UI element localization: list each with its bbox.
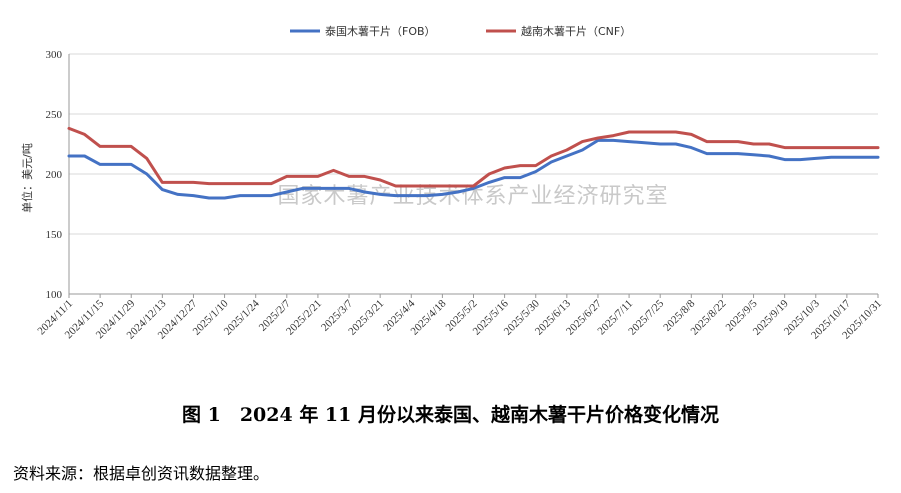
figure-caption: 图 1 2024 年 11 月份以来泰国、越南木薯干片价格变化情况 <box>181 404 719 426</box>
y-tick-label: 100 <box>46 289 63 301</box>
series-line <box>67 138 880 200</box>
y-tick-label: 300 <box>46 49 63 61</box>
y-axis-label: 单位：美元/吨 <box>20 143 34 213</box>
y-tick-label: 200 <box>46 169 63 181</box>
legend-label: 越南木薯干片（CNF） <box>521 24 631 38</box>
x-tick-labels: 2024/11/12024/11/152024/11/292024/12/132… <box>35 294 884 342</box>
line-chart: 100 150 200 250 300 2024/11/12024/11/152024/… <box>20 24 884 342</box>
grid-lines <box>69 53 878 235</box>
y-tick-label: 250 <box>46 109 63 121</box>
y-tick-label: 150 <box>46 229 63 241</box>
source-note: 资料来源：根据卓创资讯数据整理。 <box>13 464 270 483</box>
series-line <box>67 126 880 188</box>
y-tick-labels: 100 150 200 250 300 <box>46 49 63 301</box>
legend-label: 泰国木薯干片（FOB） <box>325 24 436 38</box>
series-lines <box>67 126 880 200</box>
legend: 泰国木薯干片（FOB） 越南木薯干片（CNF） <box>290 24 631 38</box>
